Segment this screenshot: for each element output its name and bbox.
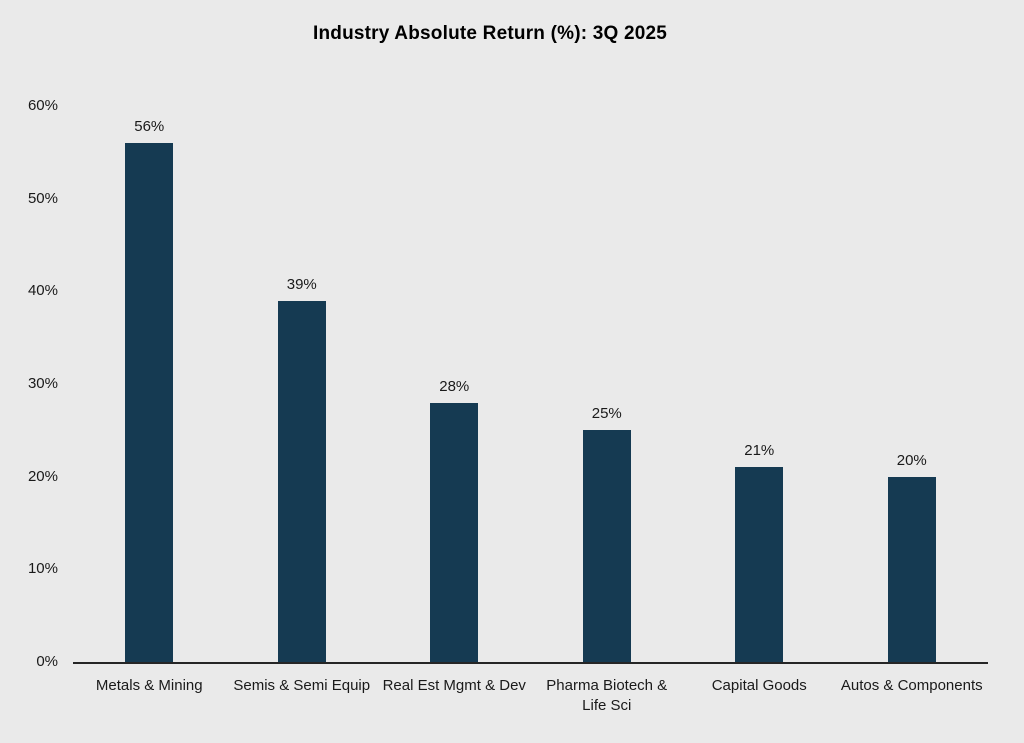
x-axis-category-label: Capital Goods — [711, 677, 807, 694]
x-axis-category-label: Pharma Biotech & Life Sci — [546, 677, 668, 714]
bar-value-label: 39% — [286, 275, 317, 293]
bar — [125, 143, 174, 662]
y-axis-tick-label: 40% — [27, 282, 58, 300]
y-axis-tick-label: 0% — [36, 653, 58, 670]
x-axis-category-label: Semis & Semi Equip — [233, 677, 371, 694]
y-axis-tick-label: 20% — [27, 467, 58, 485]
bar — [887, 476, 936, 662]
bar — [277, 300, 326, 662]
chart-title: Industry Absolute Return (%): 3Q 2025 — [312, 23, 668, 44]
bar-value-label: 56% — [134, 118, 165, 136]
bar — [582, 430, 631, 662]
y-axis-tick-label: 60% — [27, 96, 58, 114]
x-axis-category-label: Autos & Components — [840, 677, 983, 694]
bar-value-label: 25% — [591, 405, 622, 423]
y-axis-tick-label: 30% — [27, 374, 58, 392]
bar-value-label: 21% — [744, 442, 775, 460]
bar — [735, 467, 784, 662]
bar — [430, 402, 479, 662]
bar-value-label: 28% — [439, 377, 470, 395]
x-axis-category-label: Metals & Mining — [95, 677, 203, 694]
bar-value-label: 20% — [896, 451, 927, 469]
y-axis-tick-label: 10% — [27, 560, 58, 578]
y-axis-tick-label: 50% — [27, 189, 58, 207]
x-axis-category-label: Real Est Mgmt & Dev — [382, 677, 526, 694]
x-axis-line — [73, 662, 988, 664]
